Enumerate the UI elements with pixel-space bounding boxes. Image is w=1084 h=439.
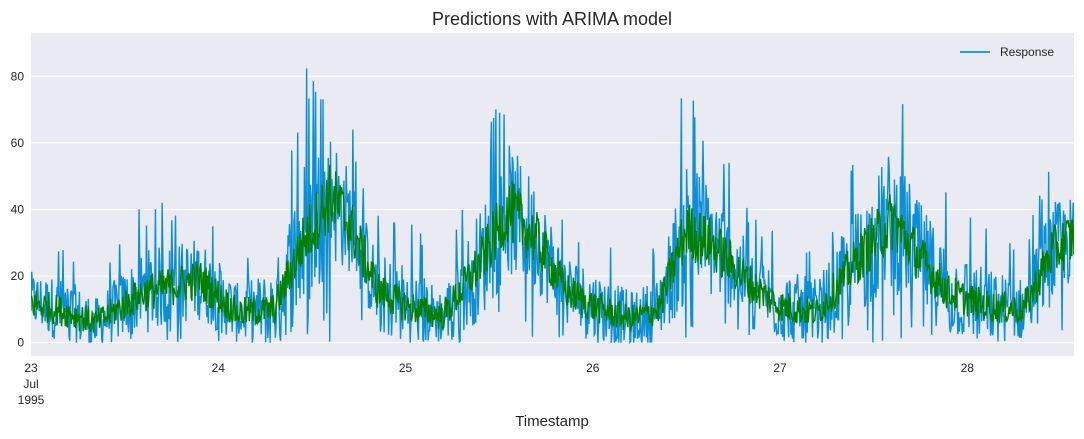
y-tick-label: 0 — [17, 336, 24, 350]
x-tick-label: 27 — [773, 361, 787, 375]
series-layer — [31, 68, 1074, 345]
x-tick-label: 28 — [961, 361, 975, 375]
y-tick-label: 40 — [11, 202, 25, 216]
x-tick-label: Jul — [23, 377, 38, 391]
chart-title: Predictions with ARIMA model — [432, 9, 672, 29]
legend-label-response: Response — [1000, 45, 1054, 59]
legend: Response — [960, 45, 1054, 59]
x-tick-label: 1995 — [18, 393, 45, 407]
x-axis-label: Timestamp — [515, 413, 589, 430]
x-tick-label: 23 — [24, 361, 38, 375]
y-tick-label: 60 — [11, 136, 25, 150]
y-tick-label: 80 — [11, 69, 25, 83]
x-axis: 23 Jul 1995 24 25 26 27 28 — [18, 361, 975, 407]
x-tick-label: 24 — [212, 361, 226, 375]
x-tick-label: 25 — [399, 361, 413, 375]
series-line-prediction — [31, 164, 1074, 333]
y-tick-label: 20 — [11, 269, 25, 283]
x-tick-label: 26 — [586, 361, 600, 375]
plot-background — [31, 33, 1074, 356]
y-axis: 0 20 40 60 80 — [11, 69, 25, 349]
